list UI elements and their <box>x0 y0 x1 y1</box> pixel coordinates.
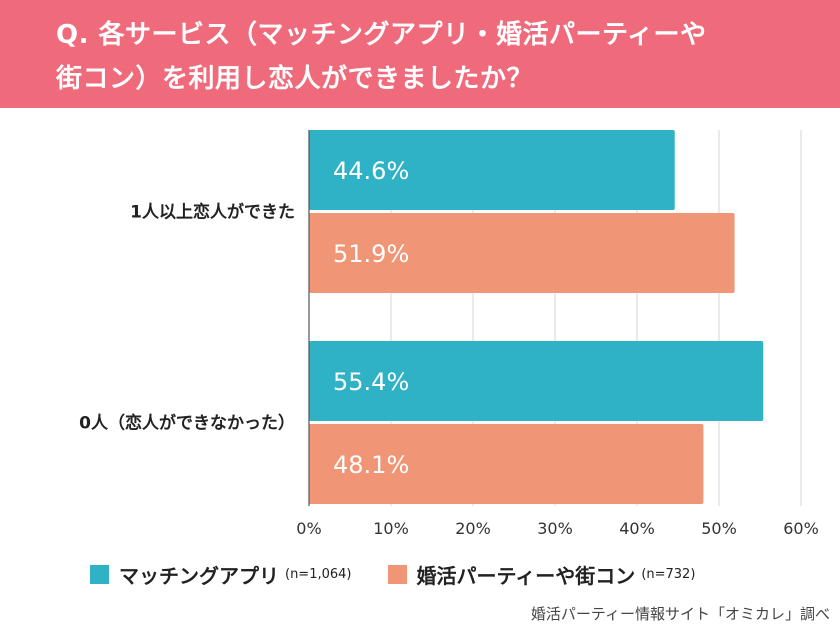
bar-konkatsu-party-1 <box>309 424 704 504</box>
x-tick-label-30: 30% <box>537 519 573 538</box>
legend-item-matching-app: マッチングアプリ (n=1,064) <box>90 560 352 589</box>
legend-swatch-konkatsu-party <box>387 564 407 584</box>
legend-n-konkatsu-party: (n=732) <box>641 566 696 582</box>
bar-matching-app-1 <box>309 341 764 421</box>
x-tick-label-50: 50% <box>701 519 737 538</box>
legend-label-konkatsu-party: 婚活パーティーや街コン <box>416 563 636 588</box>
category-label-1: 0人（恋人ができなかった） <box>79 413 295 434</box>
x-tick-label-20: 20% <box>455 519 491 538</box>
question-title-line-2: 街コン）を利用し恋人ができましたか？ <box>56 64 534 94</box>
bar-value-label-1-1: 48.1% <box>333 451 409 479</box>
bar-matching-app-0 <box>309 130 675 210</box>
x-tick-label-60: 60% <box>783 519 819 538</box>
x-tick-label-10: 10% <box>373 519 409 538</box>
bar-value-label-1-0: 51.9% <box>333 240 409 268</box>
bar-value-label-0-0: 44.6% <box>333 157 409 185</box>
legend-label-matching-app: マッチングアプリ <box>119 563 279 588</box>
category-label-0: 1人以上恋人ができた <box>130 202 295 223</box>
bar-chart: 44.6% 51.9% 1人以上恋人ができた 55.4% 48.1% 0人（恋人ができなか… <box>79 130 819 538</box>
bar-value-label-0-1: 55.4% <box>333 368 409 396</box>
legend-item-konkatsu-party: 婚活パーティーや街コン (n=732) <box>387 560 696 589</box>
x-tick-label-40: 40% <box>619 519 655 538</box>
question-title-line-1: Q. 各サービス（マッチングアプリ・婚活パーティーや <box>56 20 707 50</box>
question-banner: Q. 各サービス（マッチングアプリ・婚活パーティーや 街コン）を利用し恋人ができ… <box>0 0 840 108</box>
source-note: 婚活パーティー情報サイト「オミカレ」調べ <box>530 605 830 623</box>
legend-n-matching-app: (n=1,064) <box>285 566 352 582</box>
legend: マッチングアプリ (n=1,064) 婚活パーティーや街コン (n=732) <box>90 560 731 588</box>
x-tick-label-0: 0% <box>296 519 321 538</box>
bar-konkatsu-party-0 <box>309 213 735 293</box>
legend-swatch-matching-app <box>90 564 109 584</box>
